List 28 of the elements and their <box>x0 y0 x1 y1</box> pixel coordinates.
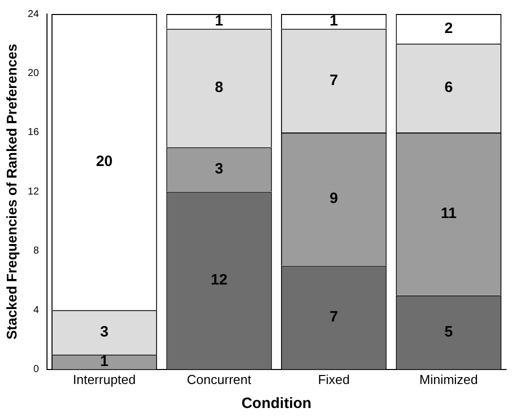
data-label: 3 <box>100 324 108 341</box>
y-tick-label: 0 <box>33 364 40 376</box>
data-label: 9 <box>330 190 338 208</box>
data-label: 8 <box>214 79 224 96</box>
y-tick-label: 20 <box>28 68 40 79</box>
data-label: 7 <box>330 72 338 89</box>
x-axis-title: Condition <box>241 395 312 412</box>
y-tick-label: 4 <box>33 304 40 316</box>
data-label: 1 <box>100 353 108 370</box>
data-label: 7 <box>330 308 338 326</box>
data-label: 1 <box>214 12 224 30</box>
x-tick-label: Interrupted <box>72 372 136 387</box>
y-tick-label: 8 <box>33 246 40 257</box>
data-label: 20 <box>96 153 113 170</box>
y-tick-label: 12 <box>28 186 40 198</box>
y-tick-label: 16 <box>28 127 40 138</box>
x-tick-label: Concurrent <box>186 372 252 387</box>
y-tick-label: 24 <box>28 8 40 20</box>
x-tick-label: Fixed <box>318 372 350 387</box>
y-axis-title: Stacked Frequencies of Ranked Preferences <box>3 44 20 340</box>
data-label: 11 <box>440 205 457 222</box>
data-label: 2 <box>444 20 453 37</box>
x-tick-label: Minimized <box>419 372 478 387</box>
data-label: 6 <box>444 79 453 96</box>
data-label: 12 <box>210 272 228 289</box>
data-label: 1 <box>330 12 338 30</box>
data-label: 3 <box>214 160 224 178</box>
data-label: 5 <box>444 324 453 341</box>
